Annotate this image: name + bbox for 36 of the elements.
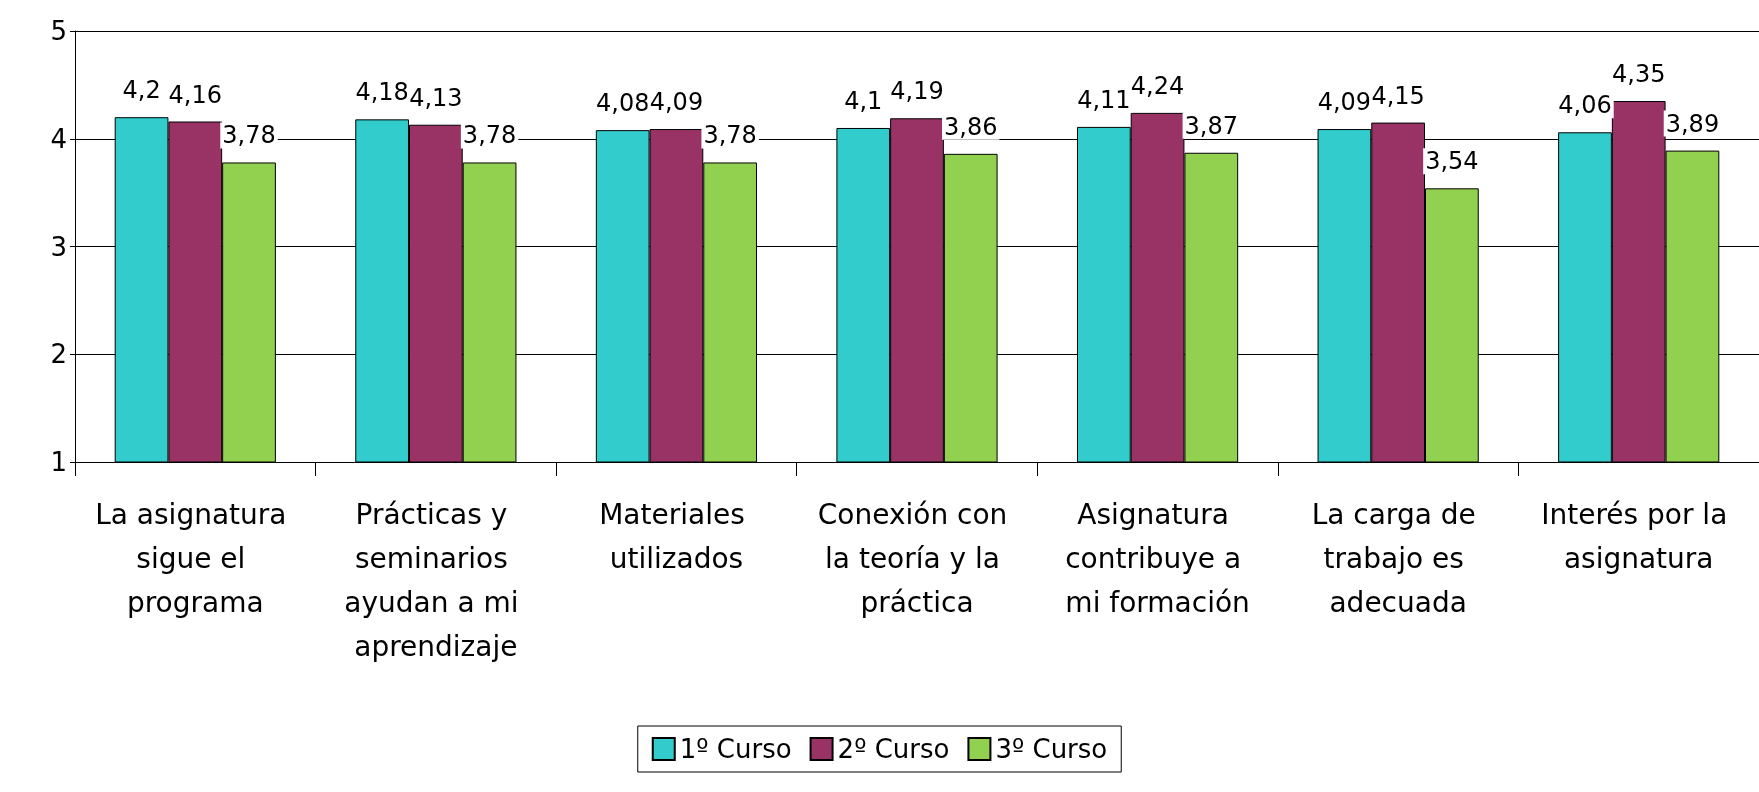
data-label: 4,35 xyxy=(1612,60,1666,89)
data-label: 4,09 xyxy=(649,88,704,117)
x-tick-label: La carga de trabajo es adecuada xyxy=(1311,497,1485,619)
x-tick-label: Interés por la asignatura xyxy=(1541,497,1737,575)
legend-label: 3º Curso xyxy=(995,734,1108,764)
data-label: 3,89 xyxy=(1665,109,1720,138)
data-label: 4,16 xyxy=(168,80,222,109)
data-label: 4,09 xyxy=(1317,88,1372,117)
data-label: 4,06 xyxy=(1558,91,1612,120)
data-label: 3,87 xyxy=(1184,111,1239,140)
data-label: 4,1 xyxy=(844,86,883,115)
data-label: 3,78 xyxy=(462,121,517,150)
data-label: 4,11 xyxy=(1077,85,1131,114)
x-tick-label: Asignatura contribuye a mi formación xyxy=(1065,497,1250,619)
data-label: 4,24 xyxy=(1130,71,1185,100)
x-tick-label: La asignatura sigue el programa xyxy=(95,497,296,619)
x-tick-label: Materiales utilizados xyxy=(599,497,754,575)
y-tick-label: 1 xyxy=(50,447,67,477)
data-label: 4,15 xyxy=(1371,81,1425,110)
data-label: 4,19 xyxy=(890,77,944,106)
y-tick-label: 2 xyxy=(50,339,67,370)
x-tick-label: Prácticas y seminarios ayudan a mi aprendizaje xyxy=(344,497,528,663)
data-label: 3,78 xyxy=(703,121,757,150)
data-label: 4,13 xyxy=(409,83,463,112)
data-label: 4,08 xyxy=(595,89,650,118)
data-label: 3,78 xyxy=(222,121,276,150)
data-label: 3,54 xyxy=(1425,147,1479,176)
legend-label: 2º Curso xyxy=(837,734,950,764)
legend-label: 1º Curso xyxy=(679,734,792,764)
data-label: 4,2 xyxy=(122,76,161,105)
y-tick-label: 4 xyxy=(50,123,67,154)
data-label: 4,18 xyxy=(355,78,409,107)
y-tick-label: 5 xyxy=(50,16,67,46)
y-tick-label: 3 xyxy=(50,231,67,262)
x-tick-label: Conexión con la teoría y la práctica xyxy=(817,497,1017,619)
data-label: 3,86 xyxy=(944,112,998,141)
